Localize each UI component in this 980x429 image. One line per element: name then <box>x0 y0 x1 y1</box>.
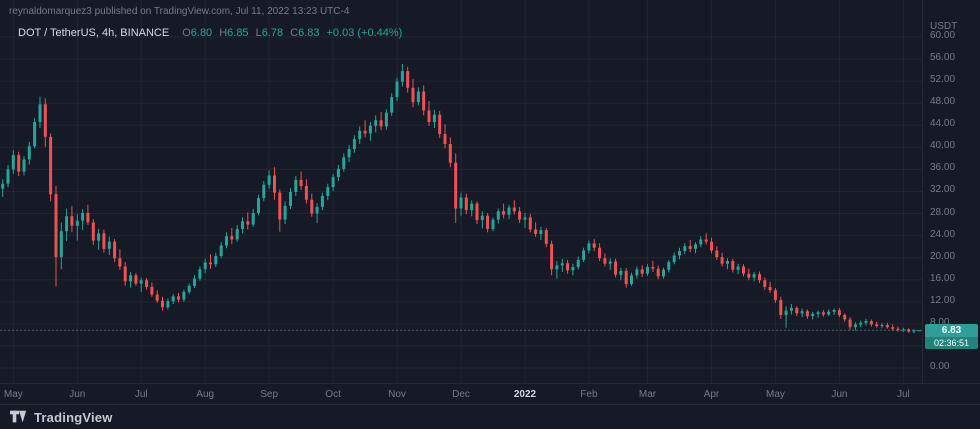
ohlc-open-label: O <box>182 27 191 39</box>
time-tick-label: Apr <box>703 389 720 400</box>
time-tick-label: Sep <box>260 389 279 400</box>
price-tick-label: 36.00 <box>930 162 956 174</box>
candlestick-chart[interactable] <box>0 0 922 383</box>
last-price-value: 6.83 <box>941 325 962 337</box>
footer-bar: TradingView <box>0 404 980 429</box>
time-tick-label: Jul <box>134 389 148 400</box>
ohlc-close-value: 6.83 <box>298 27 320 39</box>
price-tick-label: 20.00 <box>930 250 956 262</box>
price-tick-label: 60.00 <box>930 30 956 41</box>
price-axis[interactable]: USDT 6.83 02:36:51 60.00 56.00 52.00 48.00 4… <box>922 0 980 383</box>
price-tick-label: 16.00 <box>930 272 956 284</box>
time-axis[interactable]: May Jun Jul Aug Sep Oct Nov Dec 2022 Feb Mar Apr May… <box>0 383 980 404</box>
price-tick-label: 8.00 <box>930 316 950 328</box>
time-tick-label: Dec <box>452 389 470 400</box>
price-tick-label: 24.00 <box>930 228 956 240</box>
chart-legend: DOT / TetherUS, 4h, BINANCE O6.80 H6.85 L6.… <box>18 27 402 39</box>
ohlc-low-label: L <box>255 27 262 39</box>
time-tick-label: May <box>765 389 785 400</box>
ohlc-high-value: 6.85 <box>227 27 249 39</box>
ohlc-close-label: C <box>290 27 299 39</box>
price-tick-label: 32.00 <box>930 184 956 196</box>
time-tick-label: Jun <box>69 389 86 400</box>
last-price-badge: 6.83 02:36:51 <box>925 324 978 350</box>
price-tick-label: 0.00 <box>930 361 950 372</box>
time-tick-label: Nov <box>388 389 406 400</box>
price-axis-unit: USDT <box>930 21 958 32</box>
time-tick-label: Mar <box>638 389 657 400</box>
price-tick-label: 56.00 <box>930 52 956 64</box>
tradingview-logo-icon[interactable] <box>10 410 28 424</box>
chart-plot-area[interactable] <box>0 0 922 383</box>
attribution-text: reynaldomarquez3 published on TradingVie… <box>9 6 350 17</box>
price-tick-label: 48.00 <box>930 96 956 108</box>
time-tick-label: Oct <box>325 389 341 400</box>
time-tick-label: Aug <box>196 389 215 400</box>
tradingview-wordmark[interactable]: TradingView <box>34 409 113 425</box>
bar-countdown: 02:36:51 <box>925 337 978 350</box>
ohlc-high-label: H <box>219 27 228 39</box>
price-tick-label: 40.00 <box>930 140 956 152</box>
price-change: +0.03 (+0.44%) <box>326 27 403 39</box>
price-tick-label: 44.00 <box>930 118 956 130</box>
time-tick-label: Jun <box>831 389 848 400</box>
price-tick-label: 28.00 <box>930 206 956 218</box>
time-tick-label: Feb <box>580 389 598 400</box>
ohlc-low-value: 6.78 <box>261 27 284 39</box>
price-tick-label: 12.00 <box>930 294 956 306</box>
price-tick-label: 52.00 <box>930 74 956 86</box>
time-tick-label: Jul <box>896 389 910 400</box>
time-tick-label: 2022 <box>513 389 537 400</box>
symbol-title[interactable]: DOT / TetherUS, 4h, BINANCE <box>18 27 170 39</box>
time-tick-label: May <box>3 389 23 400</box>
ohlc-open-value: 6.80 <box>190 27 213 39</box>
